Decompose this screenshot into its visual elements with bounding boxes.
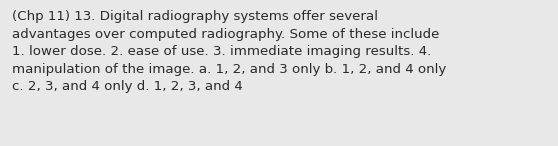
Text: (Chp 11) 13. Digital radiography systems offer several
advantages over computed : (Chp 11) 13. Digital radiography systems… [12, 10, 446, 93]
